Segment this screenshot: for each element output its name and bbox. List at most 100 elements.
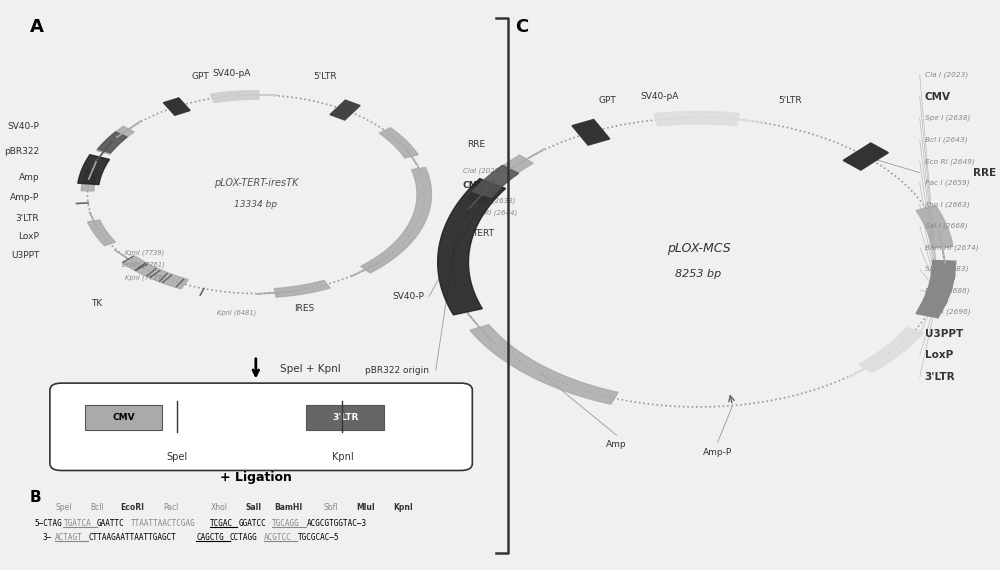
Text: EcoRI (7761): EcoRI (7761) [122, 262, 164, 268]
Text: CMV: CMV [113, 413, 135, 422]
Polygon shape [940, 231, 945, 263]
Polygon shape [98, 132, 127, 153]
Polygon shape [859, 328, 924, 373]
Polygon shape [467, 313, 492, 342]
Polygon shape [88, 220, 115, 246]
Text: ACGCGTGGTAC–3: ACGCGTGGTAC–3 [307, 519, 367, 528]
Text: BclI: BclI [90, 503, 104, 512]
Text: 3'LTR: 3'LTR [332, 413, 358, 422]
Text: SV40-pA: SV40-pA [213, 69, 251, 78]
Polygon shape [274, 280, 330, 297]
Text: KpnI: KpnI [393, 503, 413, 512]
Text: SalI: SalI [246, 503, 262, 512]
Polygon shape [89, 211, 98, 230]
Text: ACTAGT: ACTAGT [55, 533, 82, 542]
Polygon shape [78, 154, 110, 185]
Polygon shape [351, 262, 380, 277]
Text: Bcl I (2643): Bcl I (2643) [925, 137, 967, 143]
Text: pLOX-TERT-iresTK: pLOX-TERT-iresTK [214, 178, 298, 188]
Text: 8253 bp: 8253 bp [675, 268, 722, 279]
Polygon shape [257, 292, 294, 294]
Text: Xho I (2663): Xho I (2663) [925, 201, 970, 207]
Polygon shape [379, 128, 418, 158]
Polygon shape [572, 120, 610, 145]
Polygon shape [931, 260, 956, 279]
Polygon shape [404, 146, 419, 166]
Text: LoxP: LoxP [18, 233, 39, 241]
Text: U3PPT: U3PPT [11, 251, 39, 260]
Text: Eco RI (2649): Eco RI (2649) [925, 158, 974, 165]
Text: Mlu I (2686): Mlu I (2686) [925, 287, 969, 294]
Text: B: B [30, 490, 41, 506]
Text: 3'LTR: 3'LTR [925, 372, 955, 382]
Polygon shape [469, 180, 495, 209]
Text: Sbf I (2683): Sbf I (2683) [925, 266, 968, 272]
Text: EcoRI: EcoRI [121, 503, 145, 512]
Text: pLOX-MCS: pLOX-MCS [667, 242, 730, 255]
Text: KpnI (6481): KpnI (6481) [217, 310, 256, 316]
Text: Amp-P: Amp-P [703, 448, 732, 457]
Text: 5'LTR: 5'LTR [778, 96, 802, 105]
Polygon shape [438, 178, 506, 315]
FancyBboxPatch shape [306, 405, 384, 430]
Polygon shape [711, 117, 765, 122]
Polygon shape [97, 127, 134, 154]
Text: CMV: CMV [463, 181, 485, 190]
Polygon shape [847, 359, 884, 378]
Text: ACGTCC: ACGTCC [264, 533, 291, 542]
Text: Cla I (2023): Cla I (2023) [925, 72, 968, 79]
Text: KpnI: KpnI [332, 453, 353, 462]
Text: CCTAGG: CCTAGG [230, 533, 258, 542]
Text: Amp: Amp [606, 440, 627, 449]
Text: SpeI: SpeI [55, 503, 72, 512]
Text: 5'LTR: 5'LTR [313, 72, 337, 81]
Text: SbfI: SbfI [324, 503, 338, 512]
Text: 3'LTR: 3'LTR [16, 214, 39, 222]
Text: 3–: 3– [42, 533, 51, 542]
Polygon shape [843, 143, 888, 170]
Text: pBR322: pBR322 [4, 147, 39, 156]
Text: Kpn I (2696): Kpn I (2696) [925, 309, 970, 315]
Polygon shape [114, 250, 144, 270]
Polygon shape [330, 100, 360, 120]
Polygon shape [916, 206, 953, 248]
Text: Amp: Amp [19, 173, 39, 182]
Polygon shape [163, 98, 190, 115]
Text: 5–CTAG: 5–CTAG [35, 519, 62, 528]
Text: Sal I (2668): Sal I (2668) [925, 223, 967, 229]
Text: SpeI: SpeI [166, 453, 188, 462]
Text: CTTAAGAATTAATTGAGCT: CTTAAGAATTAATTGAGCT [88, 533, 176, 542]
Text: Spe I (2638): Spe I (2638) [925, 115, 970, 121]
Polygon shape [89, 161, 96, 180]
Text: CMV: CMV [925, 92, 951, 101]
Text: SV40-pA: SV40-pA [641, 92, 679, 101]
Text: GGATCC: GGATCC [239, 519, 266, 528]
Text: SV40-P: SV40-P [392, 292, 424, 301]
Text: EcoRI (2644): EcoRI (2644) [472, 210, 518, 216]
Polygon shape [923, 284, 952, 305]
Text: TGCAGG: TGCAGG [272, 519, 300, 528]
Text: TGATCA: TGATCA [63, 519, 91, 528]
Text: + Ligation: + Ligation [220, 471, 292, 484]
Text: Spe I (2638): Spe I (2638) [472, 198, 516, 204]
Polygon shape [916, 296, 948, 317]
Text: MluI: MluI [356, 503, 375, 512]
Text: A: A [30, 18, 44, 36]
FancyBboxPatch shape [85, 405, 162, 430]
Text: Bam HI (2674): Bam HI (2674) [925, 245, 978, 251]
Text: TK: TK [91, 299, 103, 308]
Text: TTAATTAACTCGAG: TTAATTAACTCGAG [131, 519, 195, 528]
Polygon shape [81, 169, 99, 191]
FancyBboxPatch shape [50, 383, 472, 470]
Polygon shape [96, 141, 112, 161]
Text: LoxP: LoxP [925, 351, 953, 360]
Polygon shape [509, 149, 544, 169]
Text: Pac I (2659): Pac I (2659) [925, 180, 969, 186]
Text: SV40-P: SV40-P [7, 121, 39, 131]
Polygon shape [470, 325, 618, 404]
Text: IRES: IRES [294, 304, 314, 313]
Text: PacI: PacI [163, 503, 179, 512]
Text: GAATTC: GAATTC [97, 519, 125, 528]
Text: GPT: GPT [191, 72, 209, 81]
Text: RRE: RRE [973, 168, 996, 178]
